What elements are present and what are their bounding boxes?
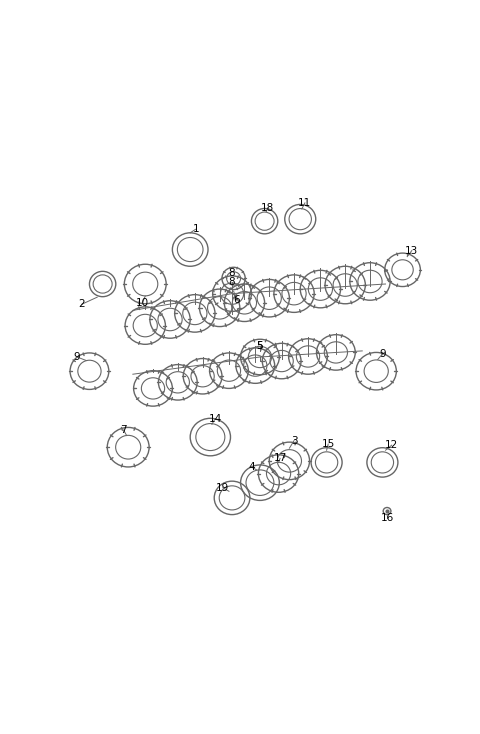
Text: 10: 10 xyxy=(135,298,149,308)
Text: 9: 9 xyxy=(74,352,80,362)
Text: 17: 17 xyxy=(274,454,287,463)
Text: 5: 5 xyxy=(257,341,263,352)
Text: 13: 13 xyxy=(405,246,419,255)
Text: 1: 1 xyxy=(192,225,199,234)
Text: 11: 11 xyxy=(298,198,312,208)
Text: 4: 4 xyxy=(249,462,255,473)
Text: 7: 7 xyxy=(120,425,127,435)
Text: 8: 8 xyxy=(229,268,235,278)
Text: 19: 19 xyxy=(216,483,229,493)
Text: 9: 9 xyxy=(379,349,386,359)
Text: 8: 8 xyxy=(229,277,235,288)
Text: 2: 2 xyxy=(78,299,85,309)
Text: 18: 18 xyxy=(261,203,275,213)
Text: 15: 15 xyxy=(322,439,335,449)
Text: 5: 5 xyxy=(257,341,263,351)
Text: 6: 6 xyxy=(233,295,240,305)
Text: 14: 14 xyxy=(208,414,222,424)
Text: 3: 3 xyxy=(291,435,298,446)
Text: 12: 12 xyxy=(385,440,398,450)
Text: 16: 16 xyxy=(381,513,394,523)
